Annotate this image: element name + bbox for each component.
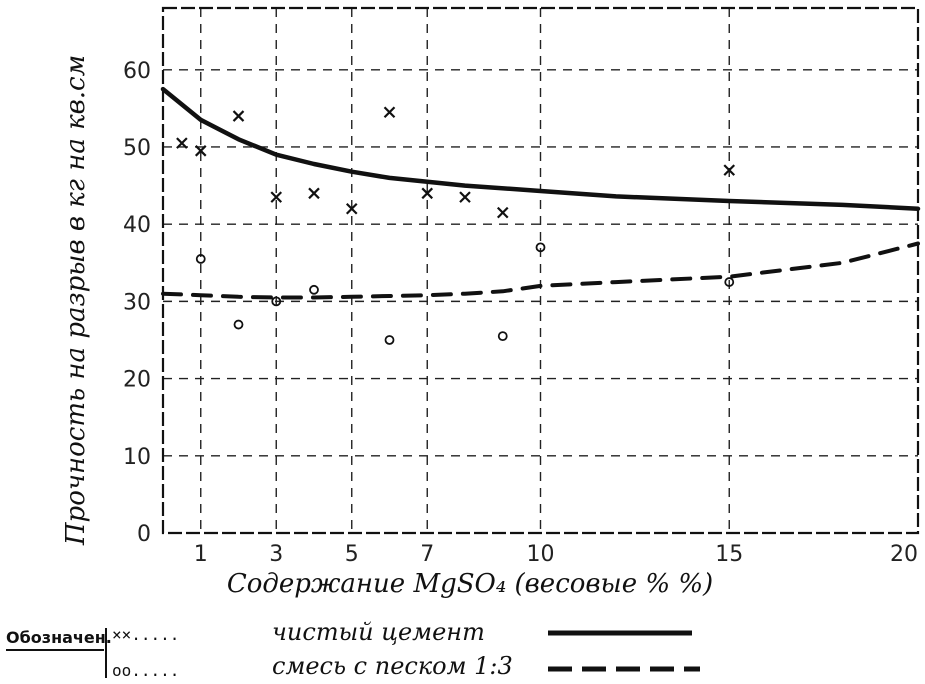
legend-label-cement: чистый цемент [272,618,485,646]
y-tick-label: 30 [123,290,151,315]
curve-pure-cement [160,86,921,211]
tick-labels: 1 3 5 7 10 15 20 0 10 20 30 40 50 60 [123,59,918,567]
plot-area [161,6,920,535]
data-point-x [723,164,736,176]
y-tick-label: 20 [123,368,151,393]
data-point-x [383,106,396,119]
x-tick-label: 3 [269,542,283,567]
fitted-curves [160,86,921,300]
data-point-o [535,242,546,253]
data-point-x [421,187,434,200]
data-point-o [233,319,244,330]
data-point-o [497,331,508,342]
legend-label-sand-mix: смесь с песком 1:3 [272,652,513,680]
y-tick-label: 0 [137,522,151,547]
legend-marker-cement: ××..... [112,625,179,644]
data-point-o [271,296,282,307]
x-tick-label: 20 [890,542,918,567]
x-axis-title: Содержание MgSO₄ (весовые % %) [227,569,713,599]
data-point-x [194,145,207,157]
data-point-o [724,277,735,287]
x-tick-label: 15 [715,542,743,567]
x-tick-label: 10 [527,542,555,567]
data-point-x [232,110,245,122]
data-point-o [384,335,395,345]
curve-sand-mix [161,241,920,300]
x-tick-label: 5 [345,542,359,567]
y-axis-title: Прочность на разрыв в кг на кв.см [61,55,91,546]
data-point-x [308,187,320,200]
data-point-x [176,137,188,149]
plot-frame [161,6,920,535]
x-tick-label: 1 [194,542,208,567]
data-point-x [270,191,283,203]
x-tick-label: 7 [420,542,434,567]
y-tick-label: 60 [123,59,151,84]
data-point-x [345,202,358,215]
data-point-o [195,254,206,264]
legend: Обозначен. ××..... чистый цемент oo.....… [6,618,700,680]
data-point-x [459,191,471,203]
y-tick-label: 10 [123,445,151,470]
data-point-o [309,284,319,295]
data-point-x [496,206,509,219]
y-tick-label: 40 [123,213,151,238]
y-tick-label: 50 [123,136,151,161]
legend-marker-sand-mix: oo..... [112,661,179,680]
data-points [176,106,736,345]
legend-title: Обозначен. [6,628,112,647]
